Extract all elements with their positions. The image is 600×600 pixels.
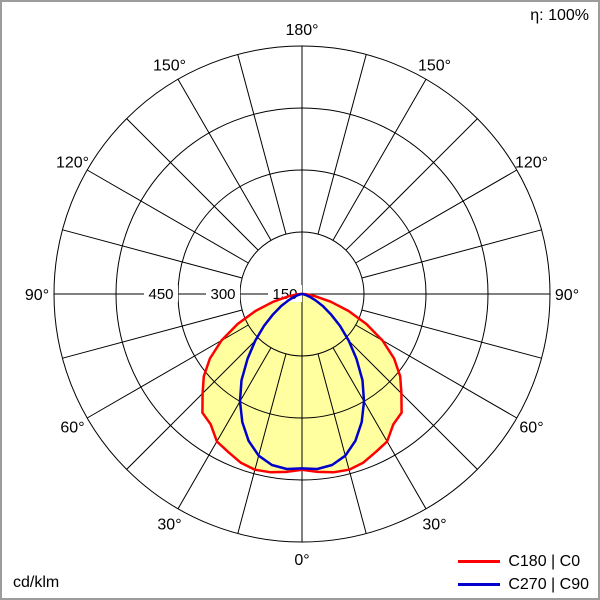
- grid-spoke: [345, 337, 478, 470]
- grid-spoke: [355, 169, 518, 264]
- efficiency-label: η: 100%: [530, 7, 589, 24]
- grid-spoke: [361, 229, 542, 279]
- grid-spoke: [86, 169, 249, 264]
- grid-spoke: [62, 309, 243, 359]
- angle-label: 120°: [515, 155, 548, 172]
- angle-label: 0°: [294, 552, 309, 569]
- radial-tick-bg: [144, 285, 178, 302]
- radial-tick-label: 450: [148, 286, 173, 303]
- angle-label: 90°: [25, 287, 49, 304]
- legend: C180 | C0 C270 | C90: [458, 550, 589, 596]
- c0-c180-line-swatch: [458, 560, 501, 563]
- legend-label-c0-c180: C180 | C0: [508, 552, 581, 570]
- grid-spoke: [345, 118, 478, 251]
- grid-spoke: [177, 347, 272, 510]
- angle-label: 150°: [153, 58, 186, 75]
- angle-label: 60°: [519, 420, 543, 437]
- grid-spoke: [237, 353, 287, 534]
- angle-label: 90°: [555, 287, 579, 304]
- grid-spoke: [237, 54, 287, 235]
- grid-spoke: [332, 347, 427, 510]
- angle-label: 150°: [418, 58, 451, 75]
- grid-spoke: [317, 353, 367, 534]
- grid-spoke: [361, 309, 542, 359]
- radial-tick-label: 300: [210, 286, 235, 303]
- unit-label: cd/klm: [13, 574, 60, 591]
- radial-tick-bg: [206, 285, 240, 302]
- angle-label: 30°: [422, 517, 446, 534]
- curve-c90-c270: [238, 292, 366, 471]
- legend-item-c90-c270: C270 | C90: [458, 573, 589, 596]
- legend-label-c90-c270: C270 | C90: [508, 575, 589, 593]
- grid-spoke: [62, 229, 243, 279]
- curve-c0-c180: [201, 292, 403, 474]
- angle-label: 60°: [60, 420, 84, 437]
- legend-item-c0-c180: C180 | C0: [458, 550, 589, 573]
- grid-spoke: [177, 78, 272, 241]
- grid-spoke: [126, 118, 259, 251]
- angle-label: 120°: [56, 155, 89, 172]
- grid-spoke: [332, 78, 427, 241]
- grid-spoke: [126, 337, 259, 470]
- angle-label: 180°: [285, 22, 318, 39]
- c90-c270-line-swatch: [458, 583, 501, 586]
- grid-spoke: [317, 54, 367, 235]
- angle-label: 30°: [157, 517, 181, 534]
